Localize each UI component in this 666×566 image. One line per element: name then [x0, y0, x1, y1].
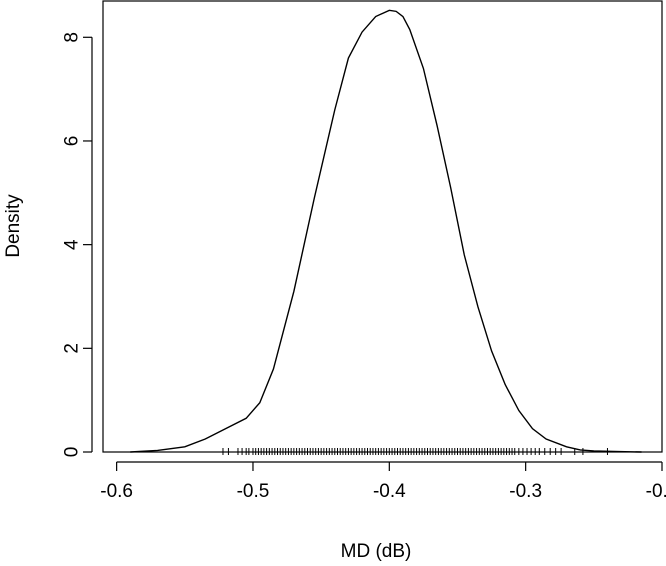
x-tick-label: -0.6: [100, 481, 133, 502]
plot-frame: [102, 0, 663, 453]
y-tick-label: 6: [62, 136, 83, 147]
x-axis-title: MD (dB): [341, 541, 412, 562]
y-axis-title: Density: [3, 194, 24, 258]
y-axis: 0 2 4 6 8: [62, 32, 93, 457]
x-tick-label: -0.5: [237, 481, 270, 502]
rug-marks: [222, 448, 608, 455]
y-tick-label: 2: [62, 343, 83, 354]
x-tick-label: -0.3: [509, 481, 542, 502]
x-tick-label: -0.2: [646, 481, 666, 502]
y-tick-label: 8: [62, 32, 83, 43]
y-tick-label: 4: [62, 239, 83, 250]
x-tick-label: -0.4: [373, 481, 406, 502]
density-curve: [130, 9, 642, 453]
y-tick-label: 0: [62, 447, 83, 458]
x-axis: -0.6 -0.5 -0.4 -0.3 -0.2: [100, 461, 666, 502]
